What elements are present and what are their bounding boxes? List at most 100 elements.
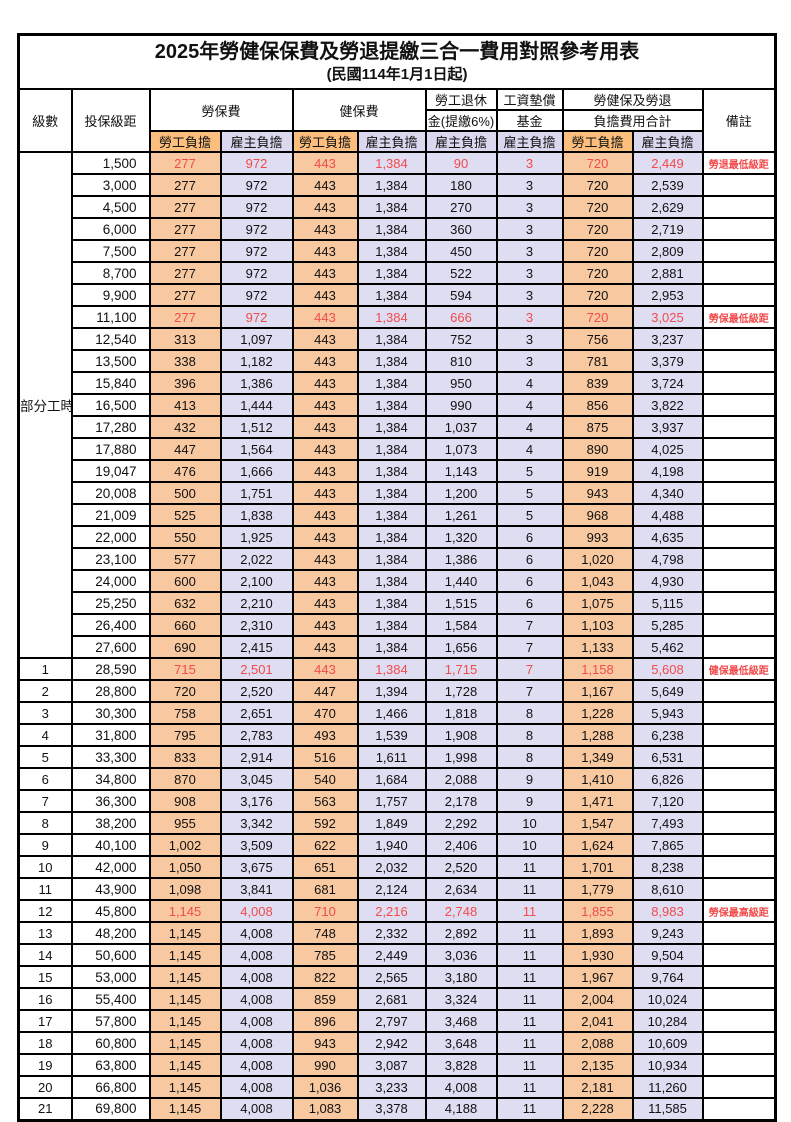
cell-labor-employer: 1,182	[219, 349, 294, 373]
cell-bracket: 25,250	[70, 591, 151, 615]
title-row: 2025年勞健保保費及勞退提繳三合一費用對照參考用表 (民國114年1月1日起)	[17, 33, 777, 90]
cell-total-employee: 1,349	[561, 745, 634, 769]
cell-labor-employer: 2,501	[219, 657, 294, 681]
table-row: 7 36,300 908 3,176 563 1,757 2,178 9 1,471 7,120	[17, 789, 777, 813]
cell-wage-fund-employer: 6	[495, 569, 564, 593]
cell-wage-fund-employer: 4	[495, 393, 564, 417]
cell-remark	[701, 393, 777, 417]
cell-labor-employer: 4,008	[219, 1031, 294, 1055]
table-row: 3 30,300 758 2,651 470 1,466 1,818 8 1,228 5,943	[17, 701, 777, 725]
cell-total-employer: 9,243	[631, 921, 704, 945]
cell-remark	[701, 987, 777, 1011]
cell-health-employer: 1,940	[356, 833, 427, 857]
cell-level: 14	[17, 943, 73, 967]
cell-health-employee: 990	[291, 1053, 359, 1077]
cell-wage-fund-employer: 8	[495, 745, 564, 769]
cell-remark	[701, 503, 777, 527]
cell-level: 16	[17, 987, 73, 1011]
cell-total-employer: 4,340	[631, 481, 704, 505]
table-row: 19,047 476 1,666 443 1,384 1,143 5 919 4,198	[19, 459, 777, 483]
cell-labor-employer: 972	[219, 173, 294, 197]
cell-remark	[701, 371, 777, 395]
cell-level: 18	[17, 1031, 73, 1055]
header-row-1: 級數 投保級距 勞保費 健保費 勞工退休 工資墊償 勞健保及勞退 備註	[17, 88, 777, 153]
cell-total-employee: 839	[561, 371, 634, 395]
cell-health-employer: 1,384	[356, 613, 427, 637]
cell-total-employee: 1,133	[561, 635, 634, 659]
cell-total-employee: 1,547	[561, 811, 634, 835]
table-row: 15,840 396 1,386 443 1,384 950 4 839 3,724	[19, 371, 777, 395]
cell-labor-employer: 3,342	[219, 811, 294, 835]
cell-health-employee: 443	[291, 591, 359, 615]
subheader-labor-employee: 勞工負擔	[148, 130, 222, 153]
cell-total-employer: 5,285	[631, 613, 704, 637]
page-subtitle: (民國114年1月1日起)	[326, 66, 468, 83]
cell-labor-employee: 720	[148, 679, 222, 703]
cell-total-employer: 4,198	[631, 459, 704, 483]
cell-wage-fund-employer: 3	[495, 349, 564, 373]
cell-wage-fund-employer: 5	[495, 481, 564, 505]
cell-labor-employer: 1,097	[219, 327, 294, 351]
cell-health-employer: 1,384	[356, 481, 427, 505]
cell-level: 3	[17, 701, 73, 725]
table-row: 7,500 277 972 443 1,384 450 3 720 2,809	[19, 239, 777, 263]
cell-total-employee: 756	[561, 327, 634, 351]
cell-labor-employee: 1,002	[148, 833, 222, 857]
cell-labor-employee: 1,145	[148, 943, 222, 967]
cell-labor-employee: 277	[148, 305, 222, 329]
cell-total-employee: 890	[561, 437, 634, 461]
cell-labor-employee: 870	[148, 767, 222, 791]
cell-health-employee: 443	[291, 283, 359, 307]
cell-bracket: 21,009	[70, 503, 151, 527]
cell-total-employer: 8,610	[631, 877, 704, 901]
cell-wage-fund-employer: 7	[495, 679, 564, 703]
cell-health-employer: 3,378	[356, 1097, 427, 1121]
cell-total-employer: 10,934	[631, 1053, 704, 1077]
cell-remark	[701, 745, 777, 769]
cell-wage-fund-employer: 9	[495, 767, 564, 791]
cell-total-employee: 1,410	[561, 767, 634, 791]
header-row-2: 金(提繳6%) 基金 負擔費用合計	[19, 109, 776, 132]
cell-bracket: 50,600	[70, 943, 151, 967]
cell-labor-employee: 313	[148, 327, 222, 351]
cell-remark	[701, 921, 777, 945]
cell-wage-fund-employer: 3	[495, 173, 564, 197]
cell-health-employee: 516	[291, 745, 359, 769]
cell-health-employer: 1,384	[356, 239, 427, 263]
cell-total-employee: 1,893	[561, 921, 634, 945]
cell-health-employee: 443	[291, 239, 359, 263]
cell-wage-fund-employer: 11	[495, 987, 564, 1011]
cell-bracket: 7,500	[70, 239, 151, 263]
cell-health-employer: 1,684	[356, 767, 427, 791]
table-row: 17,280 432 1,512 443 1,384 1,037 4 875 3,937	[19, 415, 777, 439]
cell-bracket: 26,400	[70, 613, 151, 637]
cell-remark	[701, 701, 777, 725]
cell-labor-employee: 1,050	[148, 855, 222, 879]
cell-bracket: 43,900	[70, 877, 151, 901]
table-row: 21 69,800 1,145 4,008 1,083 3,378 4,188 11 2,228…	[17, 1097, 777, 1121]
cell-health-employer: 1,849	[356, 811, 427, 835]
table-body: 部分工時 1,500 277 972 443 1,384 90 3 720 2,449 勞退最低級距…	[17, 151, 777, 1121]
cell-wage-fund-employer: 4	[495, 415, 564, 439]
cell-labor-employer: 2,651	[219, 701, 294, 725]
cell-total-employee: 2,004	[561, 987, 634, 1011]
cell-labor-employee: 955	[148, 811, 222, 835]
table-row: 9,900 277 972 443 1,384 594 3 720 2,953	[19, 283, 777, 307]
cell-pension-employer: 1,818	[424, 701, 498, 725]
cell-bracket: 4,500	[70, 195, 151, 219]
cell-health-employee: 748	[291, 921, 359, 945]
subheader-pension-employer: 雇主負擔	[424, 130, 498, 153]
cell-level: 7	[17, 789, 73, 813]
cell-remark	[701, 965, 777, 989]
cell-remark	[701, 349, 777, 373]
col-header-total-line2: 負擔費用合計	[561, 109, 704, 132]
cell-remark	[701, 1053, 777, 1077]
cell-remark	[701, 723, 777, 747]
cell-labor-employer: 4,008	[219, 899, 294, 923]
cell-total-employee: 720	[561, 283, 634, 307]
cell-labor-employee: 277	[148, 217, 222, 241]
table-row: 4,500 277 972 443 1,384 270 3 720 2,629	[19, 195, 777, 219]
cell-pension-employer: 1,728	[424, 679, 498, 703]
cell-labor-employee: 690	[148, 635, 222, 659]
cell-bracket: 31,800	[70, 723, 151, 747]
